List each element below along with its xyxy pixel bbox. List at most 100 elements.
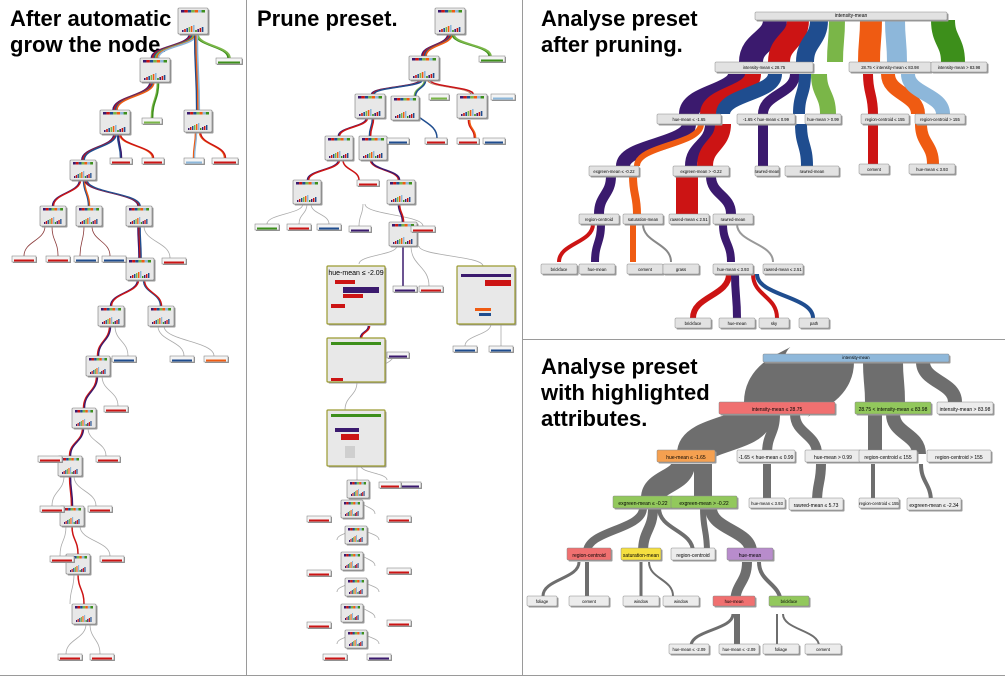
panel-analyse-pruned: Analyse preset after pruning. intensity-… bbox=[523, 0, 1005, 338]
class-distribution bbox=[356, 482, 360, 485]
histogram-bar bbox=[116, 320, 118, 324]
class-distribution bbox=[458, 10, 462, 13]
histogram-bar bbox=[194, 125, 196, 130]
histogram-bar bbox=[354, 640, 356, 646]
sankey-node bbox=[936, 401, 994, 415]
class-distribution bbox=[165, 308, 169, 311]
sankey-flow bbox=[657, 507, 695, 553]
sankey-flow bbox=[697, 123, 731, 167]
histogram-bar bbox=[353, 492, 355, 496]
sankey-node bbox=[736, 113, 796, 125]
class-distribution bbox=[84, 208, 88, 211]
analyse-pruned-sankey: intensity-mean intensity-mean ≤ 28.75 28.7… bbox=[540, 11, 989, 330]
class-distribution bbox=[380, 138, 384, 141]
histogram-bar bbox=[397, 115, 399, 118]
node-label: intensity-mean bbox=[835, 13, 868, 19]
tree-edge bbox=[101, 375, 119, 407]
class-distribution bbox=[140, 208, 144, 211]
histogram-bar bbox=[363, 491, 365, 496]
tree-edge-bundle bbox=[369, 117, 375, 137]
class-distribution bbox=[395, 224, 399, 227]
histogram-bar bbox=[458, 27, 461, 32]
tree-edge-bundle bbox=[137, 225, 140, 259]
class-distribution bbox=[198, 10, 202, 13]
histogram-bar bbox=[193, 25, 195, 32]
histogram-bar bbox=[121, 128, 124, 132]
histogram-bar bbox=[115, 125, 117, 132]
class-distribution bbox=[137, 208, 141, 211]
class-distribution bbox=[402, 182, 406, 185]
node-label: rawred-mean ≤ 5.73 bbox=[794, 503, 839, 509]
histogram-bar bbox=[351, 590, 353, 594]
histogram-bar bbox=[467, 111, 470, 116]
leaf-class-bar bbox=[164, 261, 184, 264]
histogram-bar bbox=[367, 154, 369, 158]
histogram-bar bbox=[44, 222, 46, 224]
tree-edge-bundle bbox=[467, 119, 476, 139]
class-distribution bbox=[357, 606, 360, 609]
node-label: rawred-mean bbox=[721, 217, 746, 222]
histogram-bar bbox=[432, 73, 435, 78]
histogram-bar bbox=[352, 493, 354, 496]
auto-grow-tree bbox=[11, 7, 243, 661]
leaf-node bbox=[386, 619, 412, 627]
node-label: exgreen-mean > -0.22 bbox=[680, 169, 722, 174]
sankey-flow bbox=[919, 463, 933, 503]
histogram-bar bbox=[86, 175, 88, 178]
class-distribution bbox=[96, 208, 99, 211]
histogram-bar bbox=[76, 566, 78, 572]
histogram-bar bbox=[83, 220, 85, 224]
histogram-bar bbox=[54, 222, 57, 224]
histogram-bar bbox=[163, 75, 166, 80]
class-distribution bbox=[368, 138, 372, 141]
histogram-bar bbox=[188, 27, 191, 32]
class-distribution bbox=[350, 580, 353, 583]
leaf-node bbox=[39, 505, 65, 513]
sankey-flow bbox=[583, 507, 647, 553]
class-distribution bbox=[371, 138, 375, 141]
class-distribution bbox=[181, 10, 185, 13]
sankey-flow bbox=[886, 413, 926, 455]
histogram-bar bbox=[461, 114, 463, 116]
leaf-class-bar bbox=[40, 459, 60, 462]
node-label: -1.65 < hue-mean ≤ 0.99 bbox=[743, 117, 790, 122]
histogram-bar bbox=[315, 197, 317, 202]
sankey-flow bbox=[744, 344, 854, 420]
histogram-bar bbox=[146, 219, 148, 224]
histogram-bar bbox=[119, 129, 121, 132]
sankey-flow bbox=[731, 273, 741, 319]
class-distribution bbox=[149, 60, 154, 63]
class-distribution bbox=[75, 508, 79, 511]
leaf-class-bar bbox=[459, 141, 477, 144]
histogram-bar bbox=[307, 195, 309, 202]
class-distribution bbox=[305, 182, 309, 185]
histogram-bar bbox=[349, 592, 350, 594]
histogram-bar bbox=[76, 520, 78, 524]
leaf-class-bar bbox=[42, 509, 62, 512]
histogram-bar bbox=[84, 419, 86, 426]
leaf-node bbox=[418, 285, 444, 293]
class-distribution bbox=[90, 410, 93, 413]
class-distribution bbox=[80, 606, 83, 609]
tree-edge bbox=[89, 623, 101, 655]
class-distribution bbox=[45, 208, 49, 211]
class-distribution bbox=[353, 606, 356, 609]
leaf-node bbox=[452, 345, 478, 353]
leaf-class-bar bbox=[455, 349, 475, 352]
leaf-class-bar bbox=[144, 161, 162, 164]
leaf-node bbox=[254, 223, 280, 231]
histogram-bar bbox=[479, 313, 491, 316]
class-distribution bbox=[346, 554, 349, 557]
histogram-bar bbox=[357, 592, 359, 594]
histogram-bar bbox=[403, 112, 405, 118]
class-distribution bbox=[123, 112, 127, 115]
histogram-bar bbox=[64, 522, 66, 524]
tree-edge-bundle bbox=[151, 81, 160, 119]
tree-edge-bundle bbox=[195, 33, 199, 111]
sankey-node bbox=[656, 449, 716, 463]
tree-edge-bundle bbox=[82, 375, 98, 409]
tree-edge-bundle bbox=[338, 117, 369, 137]
histogram-bar bbox=[376, 112, 379, 116]
class-distribution bbox=[103, 308, 107, 311]
histogram-bar bbox=[349, 615, 351, 620]
